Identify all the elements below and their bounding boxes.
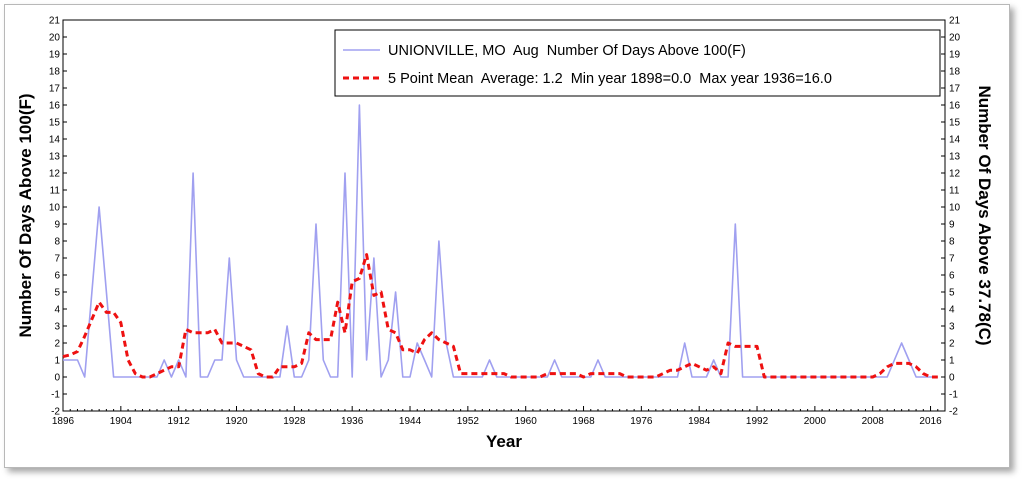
y-tick-label-left: 14 xyxy=(49,135,61,146)
chart-frame: -2 -2 -1 -1 0 0 1 1 2 2 3 3 4 4 5 5 6 6 7 7 8 8 9 9 10 10 11 11 12 12… xyxy=(4,4,1010,468)
y-tick-label-left: 2 xyxy=(54,339,60,350)
y-tick-label-right: 6 xyxy=(949,271,955,282)
x-tick-label: 1984 xyxy=(688,416,711,427)
y-tick-label-left: 9 xyxy=(54,220,60,231)
x-tick-label: 1936 xyxy=(341,416,364,427)
y-tick-label-left: 3 xyxy=(54,322,60,333)
y-tick-label-right: 0 xyxy=(949,373,955,384)
x-tick-label: 2016 xyxy=(919,416,942,427)
x-tick-label: 1928 xyxy=(283,416,306,427)
x-tick-label: 1896 xyxy=(52,416,75,427)
x-tick-label: 1952 xyxy=(457,416,480,427)
y-tick-label-left: 15 xyxy=(49,118,61,129)
y-tick-label-left: 8 xyxy=(54,237,60,248)
x-tick-label: 2000 xyxy=(804,416,827,427)
legend-box xyxy=(334,29,941,97)
y-tick-label-left: 11 xyxy=(50,186,61,197)
x-tick-label: 1912 xyxy=(168,416,191,427)
y-tick-label-right: 4 xyxy=(949,305,955,316)
y-tick-label-right: 15 xyxy=(949,118,961,129)
y-axis-title-right: Number Of Days Above 37.78(C) xyxy=(975,85,994,345)
legend-label: UNIONVILLE, MO Aug Number Of Days Above … xyxy=(388,43,746,59)
y-tick-label-right: -2 xyxy=(949,407,958,418)
y-axis-title-left: Number Of Days Above 100(F) xyxy=(16,93,35,337)
y-tick-label-right: 20 xyxy=(949,33,961,44)
y-tick-label-left: 4 xyxy=(54,305,60,316)
y-tick-label-right: 10 xyxy=(949,203,961,214)
y-tick-label-right: 8 xyxy=(949,237,955,248)
y-tick-label-left: 6 xyxy=(54,271,60,282)
y-tick-label-right: -1 xyxy=(949,390,958,401)
y-tick-label-right: 7 xyxy=(949,254,955,265)
y-tick-label-left: 5 xyxy=(54,288,60,299)
y-tick-label-left: 16 xyxy=(49,101,61,112)
y-tick-label-left: 21 xyxy=(49,16,61,27)
y-tick-label-left: 19 xyxy=(49,50,61,61)
y-tick-label-left: 1 xyxy=(54,356,60,367)
y-tick-label-left: 17 xyxy=(49,84,61,95)
y-tick-label-left: -1 xyxy=(51,390,60,401)
x-tick-label: 1960 xyxy=(515,416,538,427)
y-tick-label-right: 12 xyxy=(949,169,961,180)
y-tick-label-left: 20 xyxy=(49,33,61,44)
y-tick-label-right: 2 xyxy=(949,339,955,350)
legend-label: 5 Point Mean Average: 1.2 Min year 1898=… xyxy=(388,71,832,87)
y-tick-label-right: 17 xyxy=(949,84,961,95)
x-tick-label: 1920 xyxy=(225,416,248,427)
x-tick-label: 1944 xyxy=(399,416,422,427)
x-tick-label: 1904 xyxy=(110,416,133,427)
y-tick-label-left: -2 xyxy=(51,407,60,418)
y-tick-label-right: 9 xyxy=(949,220,955,231)
x-axis-title: Year xyxy=(486,432,522,451)
y-tick-label-left: 7 xyxy=(54,254,60,265)
y-tick-label-right: 1 xyxy=(949,356,955,367)
y-tick-label-right: 18 xyxy=(949,67,961,78)
y-tick-label-right: 14 xyxy=(949,135,961,146)
y-tick-label-right: 16 xyxy=(949,101,961,112)
x-tick-label: 1992 xyxy=(746,416,769,427)
y-tick-label-left: 12 xyxy=(49,169,61,180)
y-tick-label-right: 5 xyxy=(949,288,955,299)
y-tick-label-right: 13 xyxy=(949,152,961,163)
y-tick-label-left: 13 xyxy=(49,152,61,163)
y-tick-label-right: 11 xyxy=(949,186,960,197)
y-tick-label-right: 3 xyxy=(949,322,955,333)
x-tick-label: 1976 xyxy=(630,416,653,427)
x-tick-label: 2008 xyxy=(862,416,885,427)
y-tick-label-right: 21 xyxy=(949,16,961,27)
y-tick-label-right: 19 xyxy=(949,50,961,61)
y-tick-label-left: 0 xyxy=(54,373,60,384)
series-line-5-point-mean xyxy=(62,253,938,379)
y-tick-label-left: 10 xyxy=(49,203,61,214)
y-tick-label-left: 18 xyxy=(49,67,61,78)
x-tick-label: 1968 xyxy=(572,416,595,427)
series-line-days-above-100 xyxy=(63,104,938,378)
